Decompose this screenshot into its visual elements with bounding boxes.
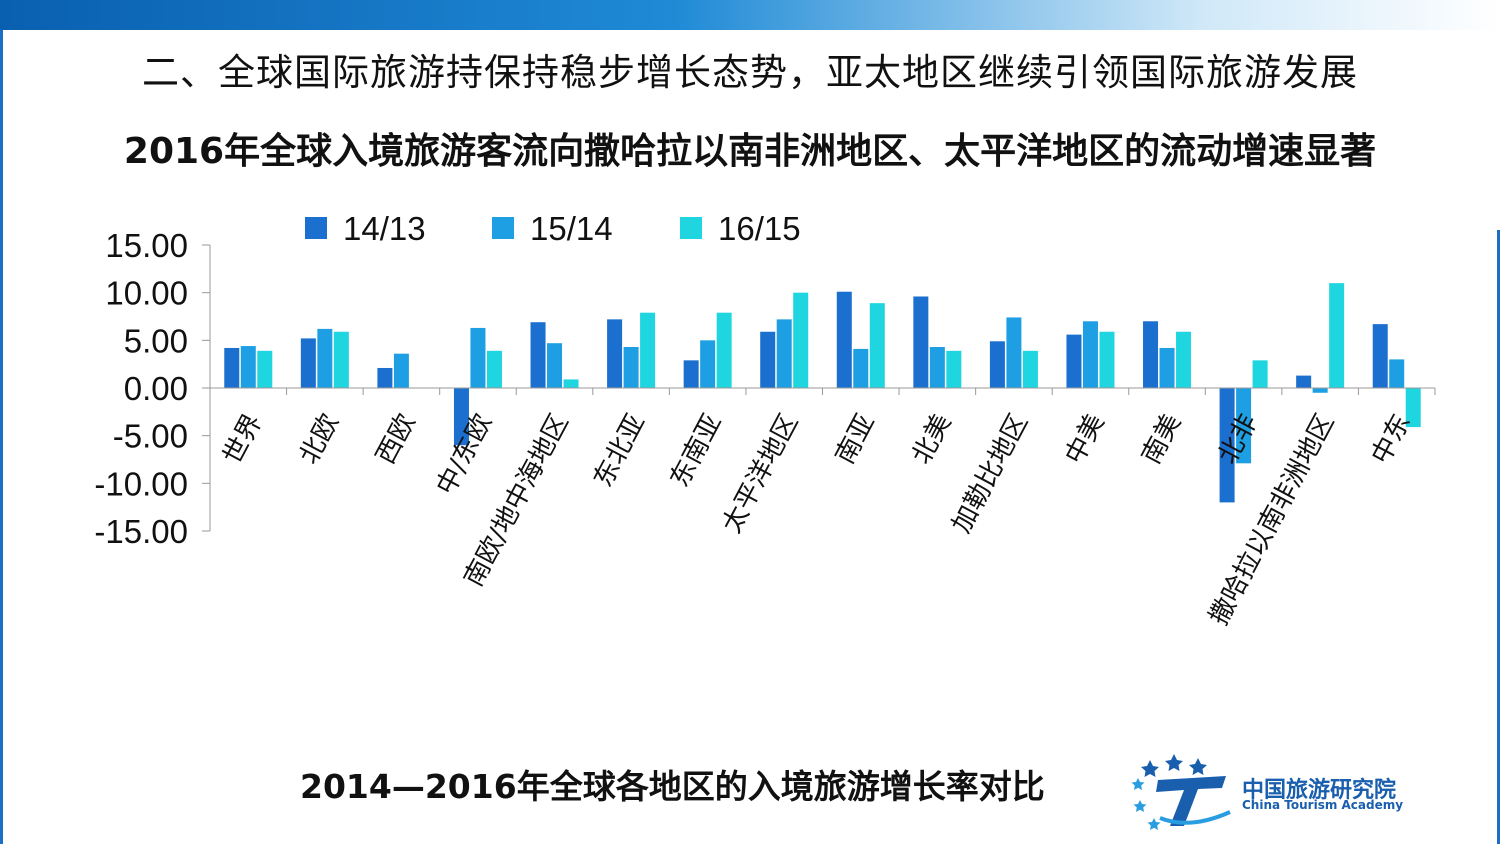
x-tick-label: 中/东欧	[431, 409, 498, 500]
bar-15-14-7	[776, 319, 792, 388]
bar-16-15-12	[1176, 331, 1192, 388]
y-axis: 15.00 10.00 5.00 0.00 -5.00 -10.00 -15.00	[94, 227, 211, 550]
bar-14-13-5	[607, 319, 623, 388]
chart-legend: 14/13 15/14 16/15	[305, 210, 801, 247]
academy-name-en: China Tourism Academy	[1242, 798, 1404, 812]
bar-16-15-4	[563, 379, 579, 388]
slide-title: 二、全球国际旅游持保持稳步增长态势，亚太地区继续引领国际旅游发展	[142, 51, 1358, 94]
bar-15-14-0	[240, 346, 256, 388]
legend-label: 14/13	[343, 210, 426, 247]
bar-14-13-6	[683, 360, 699, 388]
bar-14-13-0	[224, 347, 240, 388]
y-tick-label: 0.00	[124, 370, 188, 407]
academy-name-cn: 中国旅游研究院	[1242, 778, 1397, 803]
bar-15-14-6	[700, 340, 716, 388]
bar-14-13-3	[453, 388, 469, 446]
bar-16-15-14	[1329, 283, 1345, 388]
x-tick-label: 太平洋地区	[717, 409, 805, 538]
bar-16-15-8	[869, 303, 885, 388]
y-tick-label: 5.00	[124, 322, 188, 359]
bar-chart: 14/13 15/14 16/15 15.00 10.00 5.00 0.00 -5.00 -…	[94, 210, 1436, 630]
bar-16-15-15	[1405, 388, 1421, 428]
bar-15-14-4	[547, 343, 563, 388]
bar-14-13-12	[1143, 321, 1159, 388]
bar-15-14-8	[853, 348, 869, 388]
bar-16-15-11	[1099, 331, 1115, 388]
chart-caption: 2014—2016年全球各地区的入境旅游增长率对比	[300, 767, 1045, 806]
x-tick-label: 中美	[1060, 409, 1111, 469]
y-tick-label: -5.00	[113, 418, 188, 455]
x-tick-label: 加勒比地区	[947, 409, 1035, 538]
legend-label: 15/14	[530, 210, 613, 247]
bar-16-15-9	[946, 350, 962, 388]
bar-15-14-11	[1082, 321, 1098, 388]
bar-16-15-3	[486, 350, 502, 388]
chart-bars	[224, 283, 1421, 503]
bar-14-13-10	[989, 341, 1005, 388]
bar-15-14-12	[1159, 347, 1175, 388]
bar-14-13-4	[530, 322, 546, 388]
academy-logo: 中国旅游研究院 China Tourism Academy	[1130, 752, 1490, 832]
bar-15-14-10	[1006, 317, 1022, 388]
bar-14-13-1	[300, 338, 316, 388]
right-border-stripe	[1497, 230, 1500, 844]
slide-subtitle: 2016年全球入境旅游客流向撒哈拉以南非洲地区、太平洋地区的流动增速显著	[123, 131, 1377, 172]
legend-swatch	[680, 217, 702, 239]
bar-15-14-5	[623, 347, 639, 388]
bar-14-13-8	[836, 291, 852, 388]
x-tick-label: 东南亚	[665, 409, 728, 492]
x-tick-label: 南美	[1136, 409, 1187, 469]
left-border-stripe	[0, 30, 3, 844]
bar-14-13-15	[1372, 324, 1388, 388]
bar-15-14-9	[929, 347, 945, 388]
bar-15-14-13	[1236, 388, 1252, 464]
y-tick-label: 15.00	[105, 227, 188, 264]
academy-emblem-icon	[1131, 754, 1231, 830]
bar-16-15-1	[333, 331, 349, 388]
x-tick-label: 北欧	[294, 409, 345, 469]
x-tick-label: 东北亚	[588, 409, 651, 492]
bar-16-15-0	[257, 350, 273, 388]
legend-swatch	[305, 217, 327, 239]
bar-14-13-14	[1296, 375, 1312, 388]
bar-14-13-2	[377, 367, 393, 388]
bar-16-15-6	[716, 312, 732, 388]
bar-14-13-11	[1066, 334, 1082, 388]
bar-16-15-5	[640, 312, 656, 388]
bar-14-13-9	[913, 296, 929, 388]
legend-label: 16/15	[718, 210, 801, 247]
bar-16-15-7	[793, 292, 809, 388]
y-tick-label: 10.00	[105, 275, 188, 312]
y-tick-label: -10.00	[94, 465, 188, 502]
bar-14-13-7	[760, 331, 776, 388]
x-tick-label: 北美	[907, 409, 958, 469]
bar-16-15-10	[1022, 350, 1038, 388]
bar-15-14-3	[470, 327, 486, 388]
x-tick-label: 西欧	[371, 409, 422, 469]
bar-16-15-13	[1252, 360, 1268, 388]
top-banner	[0, 0, 1500, 30]
bar-15-14-1	[317, 328, 333, 388]
y-tick-label: -15.00	[94, 513, 188, 550]
bar-15-14-2	[393, 353, 409, 388]
x-tick-label: 世界	[218, 409, 269, 469]
bar-14-13-13	[1219, 388, 1235, 503]
bar-15-14-15	[1389, 359, 1405, 388]
legend-swatch	[492, 217, 514, 239]
x-tick-label: 南亚	[830, 409, 881, 469]
bar-15-14-14	[1312, 388, 1328, 393]
